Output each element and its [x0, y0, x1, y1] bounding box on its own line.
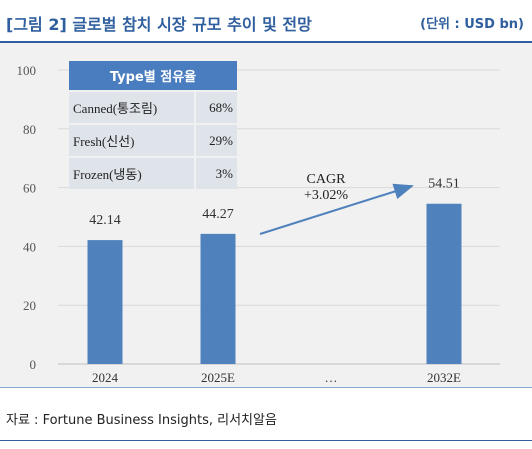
share-label: Canned(통조림): [69, 90, 197, 124]
table-row: Frozen(냉동) 3%: [69, 156, 237, 189]
share-value: 68%: [195, 90, 237, 124]
data-label: 44.27: [202, 207, 234, 222]
bar: [87, 240, 123, 364]
table-row: Canned(통조림) 68%: [69, 90, 237, 124]
data-label: 42.14: [89, 213, 121, 228]
x-tick-label: 2032E: [427, 370, 461, 385]
share-value: 29%: [195, 123, 237, 157]
cagr-value: +3.02%: [304, 188, 348, 203]
x-tick-label: 2025E: [201, 370, 235, 385]
chart-bottom-rule: [0, 387, 532, 388]
bar: [200, 233, 236, 364]
bar: [426, 203, 462, 364]
y-tick-label: 20: [23, 298, 36, 313]
share-label: Frozen(냉동): [69, 156, 197, 189]
share-value: 3%: [195, 156, 237, 189]
type-share-table: Type별 점유율 Canned(통조림) 68% Fresh(신선) 29% …: [69, 61, 237, 189]
cagr-arrow: [259, 183, 414, 235]
footer-rule: [0, 440, 532, 441]
data-label: 54.51: [428, 177, 460, 192]
share-label: Fresh(신선): [69, 123, 197, 157]
unit-label: (단위 : USD bn): [420, 17, 524, 32]
figure-title: [그림 2] 글로벌 참치 시장 규모 추이 및 전망: [6, 15, 312, 34]
title-rule: [0, 41, 532, 43]
y-tick-label: 80: [23, 122, 36, 137]
x-tick-label: 2024: [92, 370, 119, 385]
x-tick-label: …: [325, 370, 338, 385]
table-row: Fresh(신선) 29%: [69, 123, 237, 157]
y-tick-label: 0: [30, 357, 37, 372]
y-tick-label: 100: [17, 63, 37, 78]
share-table-header: Type별 점유율: [69, 61, 237, 91]
bar-chart: 0 20 40 60 80 100 42.14 2024 44.27 2025E … 54.51 203…: [17, 63, 500, 385]
y-tick-label: 60: [23, 181, 36, 196]
cagr-label: CAGR: [307, 172, 347, 187]
source-note: 자료 : Fortune Business Insights, 리서치알음: [6, 413, 277, 428]
y-tick-label: 40: [23, 239, 36, 254]
